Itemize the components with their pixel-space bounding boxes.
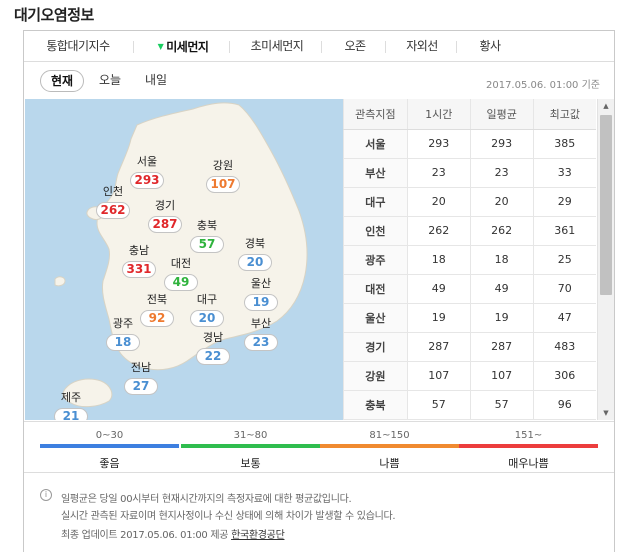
notes-section: i 일평균은 당일 00시부터 현재시간까지의 측정자료에 대한 평균값입니다.… (24, 474, 614, 552)
table-header-row: 관측지점 1시간 일평균 최고값 (343, 99, 596, 130)
time-subtabs: 현재 오늘 내일 (24, 62, 614, 98)
region-jeonbuk[interactable]: 전북 92 (135, 293, 179, 327)
region-chungnam[interactable]: 충남 331 (117, 244, 161, 278)
station-table-wrap: 관측지점 1시간 일평균 최고값 서울 293 293 385 부산 23 23 33 대구… (343, 99, 614, 420)
col-header-daily-avg: 일평균 (469, 99, 534, 130)
region-value: 19 (244, 294, 278, 311)
region-gwangju[interactable]: 광주 18 (101, 317, 145, 351)
tab-integrated-index[interactable]: 통합대기지수 (46, 39, 110, 53)
region-value: 23 (244, 334, 278, 351)
legend-very-bad: 151~ 매우나쁨 (459, 422, 598, 471)
tab-uv[interactable]: 자외선 (406, 39, 438, 53)
table-row: 경기 287 287 483 (343, 332, 596, 362)
table-row: 대구 20 20 29 (343, 187, 596, 217)
tab-divider (321, 41, 322, 53)
table-row: 부산 23 23 33 (343, 158, 596, 188)
table-row: 울산 19 19 47 (343, 303, 596, 333)
subtab-today[interactable]: 오늘 (98, 73, 122, 87)
tab-ultrafine-dust[interactable]: 초미세먼지 (250, 39, 304, 53)
col-header-station: 관측지점 (343, 99, 408, 130)
region-jeju[interactable]: 제주 21 (49, 391, 93, 420)
table-row: 광주 18 18 25 (343, 245, 596, 275)
region-value: 287 (148, 216, 182, 233)
table-row: 인천 262 262 361 (343, 216, 596, 246)
note-daily-avg: 일평균은 당일 00시부터 현재시간까지의 측정자료에 대한 평균값입니다. (61, 494, 352, 505)
info-icon: i (40, 489, 52, 501)
region-value: 20 (238, 254, 272, 271)
subtab-now[interactable]: 현재 (40, 70, 84, 92)
region-value: 293 (130, 172, 164, 189)
region-gyeongnam[interactable]: 경남 22 (191, 331, 235, 365)
table-scrollbar[interactable]: ▲ ▼ (597, 99, 614, 420)
region-gyeonggi[interactable]: 경기 287 (143, 199, 187, 233)
tab-divider (385, 41, 386, 53)
active-arrow-icon: ▼ (157, 42, 164, 51)
tab-divider (229, 41, 230, 53)
region-value: 107 (206, 176, 240, 193)
col-header-max: 최고값 (532, 99, 596, 130)
region-incheon[interactable]: 인천 262 (91, 185, 135, 219)
table-row: 강원 107 107 306 (343, 361, 596, 391)
legend-normal: 31~80 보통 (181, 422, 320, 471)
region-daegu[interactable]: 대구 20 (185, 293, 229, 327)
legend-good: 0~30 좋음 (40, 422, 179, 471)
table-row: 대전 49 49 70 (343, 274, 596, 304)
region-value: 18 (106, 334, 140, 351)
scroll-down-icon[interactable]: ▼ (603, 409, 609, 417)
provider-link[interactable]: 한국환경공단 (231, 530, 285, 541)
region-value: 92 (140, 310, 174, 327)
legend-bar (320, 444, 459, 448)
region-value: 27 (124, 378, 158, 395)
timestamp: 2017.05.06. 01:00 기준 (485, 80, 600, 91)
scroll-thumb[interactable] (600, 115, 612, 295)
scroll-up-icon[interactable]: ▲ (603, 102, 609, 110)
station-table: 관측지점 1시간 일평균 최고값 서울 293 293 385 부산 23 23 33 대구… (343, 99, 596, 420)
region-busan[interactable]: 부산 23 (239, 317, 283, 351)
region-value: 20 (190, 310, 224, 327)
update-text: 최종 업데이트 2017.05.06. 01:00 제공 (61, 530, 229, 541)
tab-yellow-dust[interactable]: 황사 (479, 39, 501, 53)
region-gyeongbuk[interactable]: 경북 20 (233, 237, 277, 271)
region-value: 57 (190, 236, 224, 253)
note-realtime: 실시간 관측된 자료이며 현지사정이나 수신 상태에 의해 차이가 발생할 수 … (61, 511, 396, 522)
tab-fine-dust[interactable]: ▼ 미세먼지 (142, 31, 224, 62)
region-seoul[interactable]: 서울 293 (125, 155, 169, 189)
region-gangwon[interactable]: 강원 107 (201, 159, 245, 193)
legend-bad: 81~150 나쁨 (320, 422, 459, 471)
subtab-tomorrow[interactable]: 내일 (144, 73, 168, 87)
region-value: 262 (96, 202, 130, 219)
table-row: 충북 57 57 96 (343, 390, 596, 420)
air-quality-panel: 통합대기지수 ▼ 미세먼지 초미세먼지 오존 자외선 황사 현재 오늘 내일 20… (23, 30, 615, 552)
region-ulsan[interactable]: 울산 19 (239, 277, 283, 311)
region-jeonnam[interactable]: 전남 27 (119, 361, 163, 395)
region-value: 21 (54, 408, 88, 420)
tab-ozone[interactable]: 오존 (344, 39, 366, 53)
tab-divider (456, 41, 457, 53)
legend-bar (459, 444, 598, 448)
region-chungbuk[interactable]: 충북 57 (185, 219, 229, 253)
note-update: 최종 업데이트 2017.05.06. 01:00 제공 한국환경공단 (61, 526, 285, 541)
level-legend: 0~30 좋음 31~80 보통 81~150 나쁨 151~ 매우나쁨 (24, 421, 614, 473)
legend-bar (40, 444, 179, 448)
region-value: 49 (164, 274, 198, 291)
korea-map: 서울 293 강원 107 인천 262 경기 287 충북 57 경북 20 충남 331 … (25, 99, 343, 420)
region-value: 331 (122, 261, 156, 278)
region-value: 22 (196, 348, 230, 365)
page-title: 대기오염정보 (14, 6, 94, 24)
pollutant-tabs: 통합대기지수 ▼ 미세먼지 초미세먼지 오존 자외선 황사 (24, 31, 614, 62)
tab-fine-dust-label: 미세먼지 (166, 40, 209, 54)
region-daejeon[interactable]: 대전 49 (159, 257, 203, 291)
legend-bar (181, 444, 320, 448)
table-row: 서울 293 293 385 (343, 129, 596, 159)
tab-divider (133, 41, 134, 53)
col-header-hourly: 1시간 (406, 99, 471, 130)
